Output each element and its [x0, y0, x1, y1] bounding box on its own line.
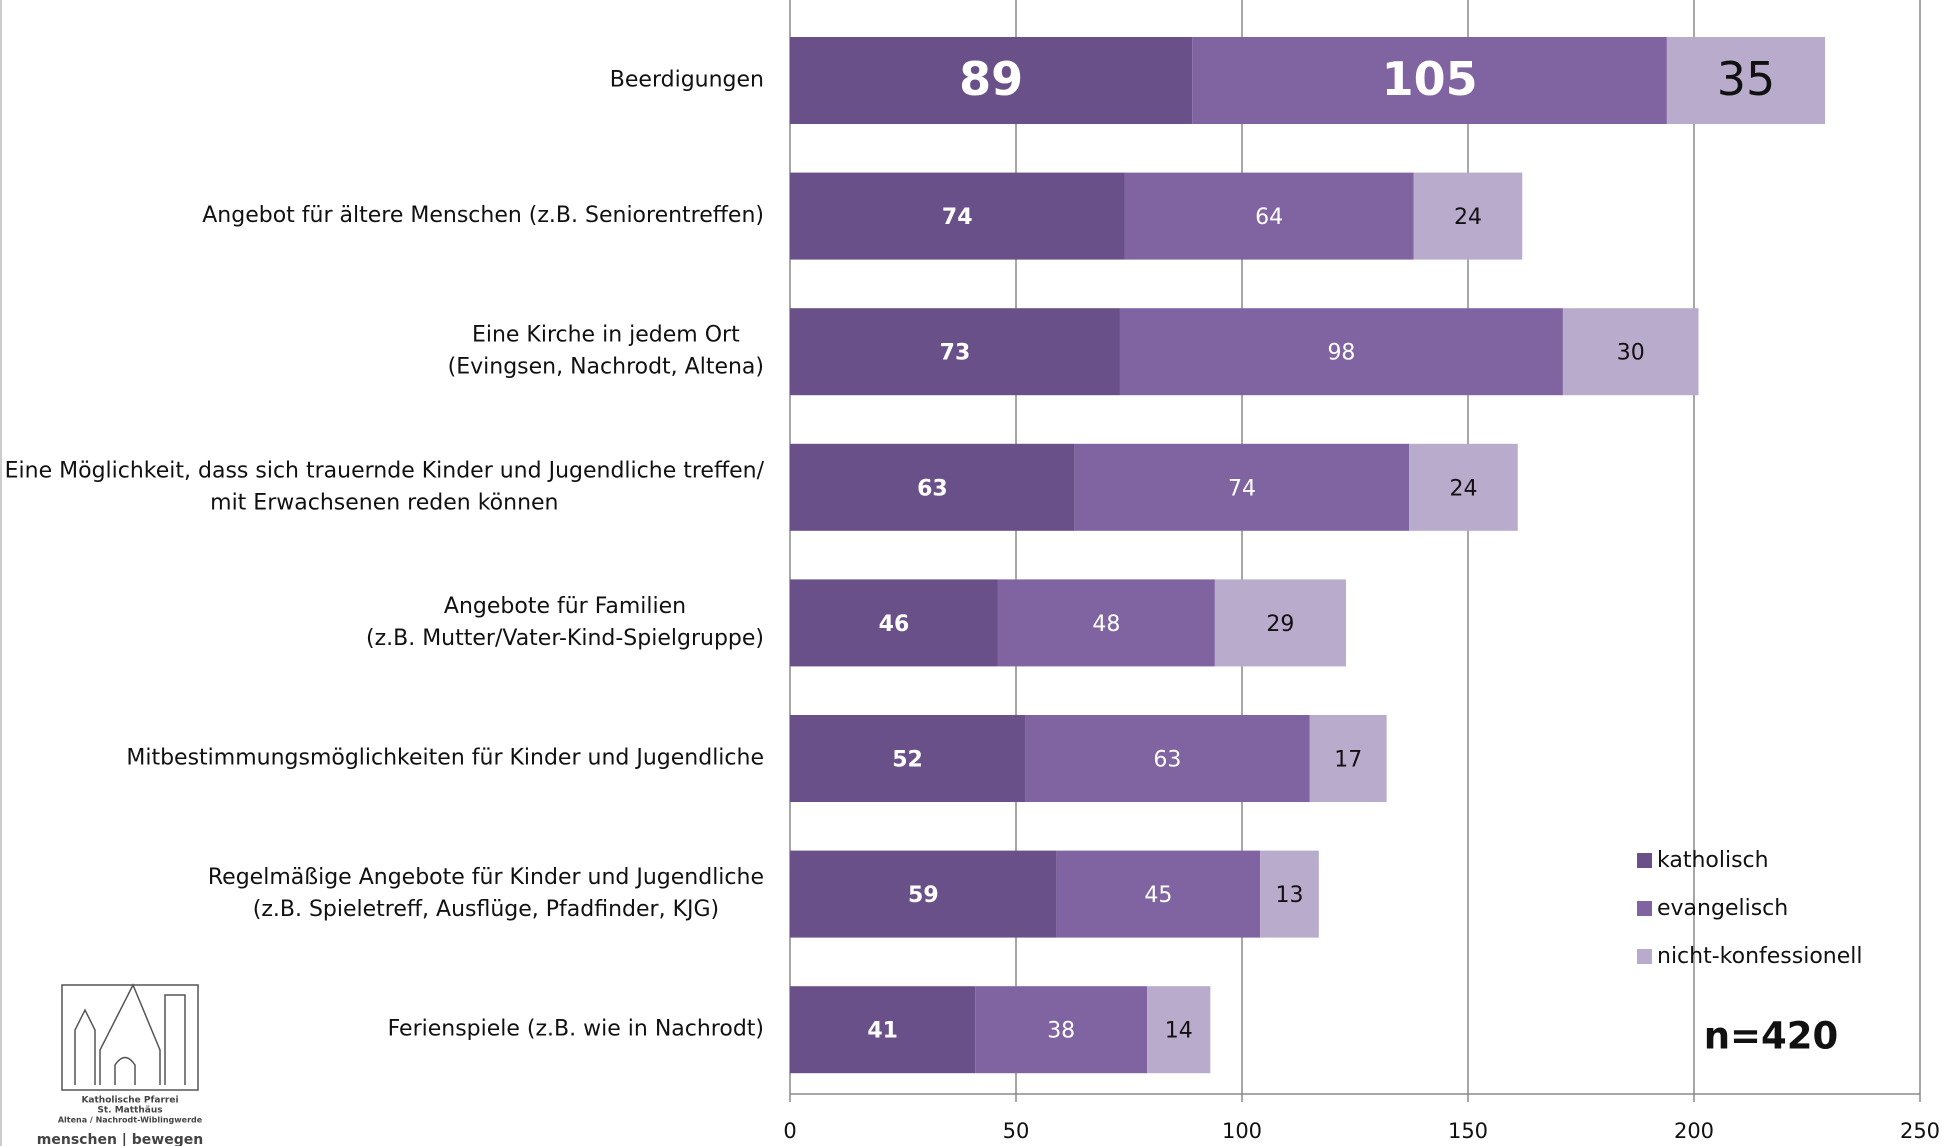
category-label-line: Angebote für Familien [444, 594, 686, 619]
category-label-line: Regelmäßige Angebote für Kinder und Juge… [208, 865, 764, 890]
bar-segment [790, 308, 1120, 396]
data-label: 24 [1449, 476, 1477, 501]
bar-segment [790, 850, 1057, 938]
data-label: 64 [1255, 205, 1283, 230]
data-label: 45 [1144, 883, 1172, 908]
bar-segment [1074, 443, 1410, 531]
bar-segment [1124, 172, 1414, 260]
data-label: 30 [1617, 341, 1645, 366]
bar-segment [1025, 715, 1310, 802]
category-label-line: Mitbestimmungsmöglichkeiten für Kinder u… [126, 746, 764, 771]
bar-segment [790, 715, 1026, 802]
logo [61, 983, 199, 1091]
data-label: 14 [1165, 1019, 1193, 1044]
data-label: 59 [908, 883, 939, 908]
logo-church [74, 983, 186, 1085]
data-label: 41 [867, 1019, 898, 1044]
category-label-line: mit Erwachsenen reden können [210, 490, 558, 515]
data-label: 38 [1047, 1019, 1075, 1044]
bar-segment [1409, 443, 1518, 531]
data-label: 105 [1382, 52, 1478, 106]
logo-text: Altena / Nachrodt-Wiblingwerde [58, 1116, 203, 1125]
data-label: 89 [959, 52, 1023, 106]
bar-segment [790, 986, 976, 1074]
data-label: 73 [940, 341, 971, 366]
category-label: Eine Kirche in jedem Ort (Evingsen, Nachr… [448, 323, 764, 380]
bar-segment [1192, 37, 1667, 124]
x-tick-label: 250 [1900, 1119, 1940, 1143]
category-label-line: Ferienspiele (z.B. wie in Nachrodt) [388, 1017, 764, 1042]
legend-swatch [1637, 853, 1652, 868]
logo-text: menschen | bewegen [37, 1132, 203, 1146]
category-label: Angebot für ältere Menschen (z.B. Senior… [202, 203, 764, 228]
bar-segment [790, 37, 1193, 124]
data-label: 13 [1275, 883, 1303, 908]
category-label: Angebote für Familien (z.B. Mutter/Vater-… [366, 594, 764, 651]
bar-segment [997, 579, 1215, 667]
category-label: Mitbestimmungsmöglichkeiten für Kinder u… [126, 746, 764, 771]
annotation: n=420 [1704, 1015, 1839, 1058]
category-label-line: Angebot für ältere Menschen (z.B. Senior… [202, 203, 764, 228]
bar-segment [790, 579, 998, 667]
data-label: 52 [892, 748, 923, 773]
bar-segment [1260, 850, 1319, 938]
legend-label: evangelisch [1657, 896, 1788, 921]
bar-segment [790, 443, 1075, 531]
data-label: 46 [879, 612, 910, 637]
legend-label: nicht-konfessionell [1657, 944, 1863, 969]
bar-segment [1214, 579, 1346, 667]
bar-segment [1056, 850, 1261, 938]
data-label: 29 [1266, 612, 1294, 637]
bar-segment [1147, 986, 1211, 1074]
data-label: 63 [917, 476, 948, 501]
category-label-line: (z.B. Mutter/Vater-Kind-Spielgruppe) [366, 626, 764, 651]
logo-text: Katholische Pfarrei [81, 1096, 178, 1106]
bar-segment [1666, 37, 1826, 124]
logo-frame [61, 984, 199, 1091]
category-label-line: (z.B. Spieletreff, Ausflüge, Pfadfinder,… [253, 897, 719, 922]
data-label: 74 [1228, 476, 1256, 501]
bar-segment [975, 986, 1148, 1074]
bar-segment [1562, 308, 1699, 396]
data-label: 17 [1334, 748, 1362, 773]
data-label: 35 [1717, 52, 1776, 106]
category-label: Ferienspiele (z.B. wie in Nachrodt) [388, 1017, 764, 1042]
bar-segment [1413, 172, 1523, 260]
data-label: 63 [1153, 748, 1181, 773]
x-tick-label: 0 [783, 1119, 796, 1143]
x-tick-label: 150 [1448, 1119, 1488, 1143]
category-label: Eine Möglichkeit, dass sich trauernde Ki… [5, 458, 765, 515]
bar-segment [1119, 308, 1563, 396]
x-tick-label: 50 [1003, 1119, 1030, 1143]
bar-segment [1309, 715, 1387, 802]
category-label: Regelmäßige Angebote für Kinder und Juge… [208, 865, 764, 922]
category-label-line: (Evingsen, Nachrodt, Altena) [448, 355, 764, 380]
category-label-line: Eine Möglichkeit, dass sich trauernde Ki… [5, 458, 765, 483]
legend-swatch [1637, 901, 1652, 916]
data-label: 48 [1092, 612, 1120, 637]
data-label: 98 [1327, 341, 1355, 366]
category-label-line: Beerdigungen [610, 68, 764, 93]
x-tick-label: 200 [1674, 1119, 1714, 1143]
category-label-line: Eine Kirche in jedem Ort [472, 323, 740, 348]
legend-swatch [1637, 949, 1652, 964]
x-tick-label: 100 [1222, 1119, 1262, 1143]
logo-text: St. Matthäus [97, 1106, 162, 1116]
bar-segment [790, 172, 1125, 260]
data-label: 74 [942, 205, 973, 230]
legend-label: katholisch [1657, 848, 1769, 873]
category-label: Beerdigungen [610, 68, 764, 93]
data-label: 24 [1454, 205, 1482, 230]
